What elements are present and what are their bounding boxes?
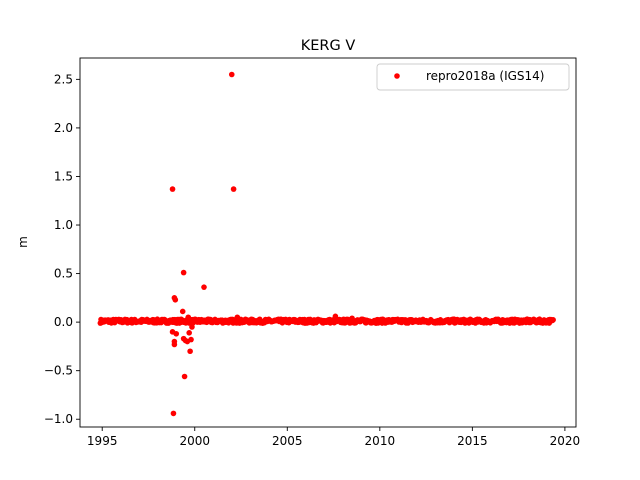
- data-point: [179, 308, 186, 315]
- data-point: [172, 296, 179, 303]
- data-point: [349, 315, 355, 322]
- y-tick-label: 0.5: [54, 267, 73, 281]
- plot-frame: [79, 57, 577, 428]
- legend-marker: [394, 73, 400, 79]
- data-point: [169, 186, 176, 192]
- data-point: [234, 314, 241, 321]
- x-tick-label: 2005: [272, 434, 303, 448]
- x-tick-label: 2015: [457, 434, 488, 448]
- x-tick-label: 2010: [365, 434, 396, 448]
- data-point: [189, 324, 195, 330]
- plot-area: [80, 58, 576, 427]
- legend-box: [376, 63, 570, 91]
- data-point: [550, 317, 556, 323]
- legend-label: repro2018a (IGS14): [426, 69, 544, 83]
- data-point: [173, 330, 180, 337]
- y-tick-label: 2.5: [54, 72, 73, 86]
- y-axis-label: m: [16, 236, 30, 248]
- x-tick-label: 1995: [87, 434, 118, 448]
- y-tick-label: −1.0: [44, 412, 73, 426]
- y-tick-label: −0.5: [44, 364, 73, 378]
- y-tick-label: 2.0: [54, 121, 73, 135]
- x-axis: 1995 2000 2005 2010 2015 2020: [87, 427, 580, 448]
- data-point: [188, 336, 194, 343]
- data-point: [187, 348, 193, 355]
- data-point: [228, 71, 235, 78]
- y-axis: −1.0 −0.5 0.0 0.5 1.0 1.5 2.0 2.5: [44, 72, 80, 426]
- data-point: [185, 314, 192, 321]
- data-point: [181, 373, 188, 380]
- data-point: [180, 269, 187, 276]
- legend: repro2018a (IGS14): [376, 63, 570, 91]
- x-tick-label: 2000: [179, 434, 210, 448]
- y-tick-label: 1.0: [54, 218, 73, 232]
- data-point: [201, 284, 207, 290]
- chart-title: KERG V: [301, 38, 356, 54]
- y-tick-label: 1.5: [54, 169, 73, 183]
- data-point: [171, 341, 178, 348]
- data-point: [332, 313, 339, 320]
- data-markers: [97, 71, 556, 417]
- y-tick-label: 0.0: [54, 315, 73, 329]
- data-point: [230, 186, 237, 192]
- data-point: [186, 330, 192, 336]
- data-point: [170, 410, 177, 417]
- x-tick-label: 2020: [550, 434, 581, 448]
